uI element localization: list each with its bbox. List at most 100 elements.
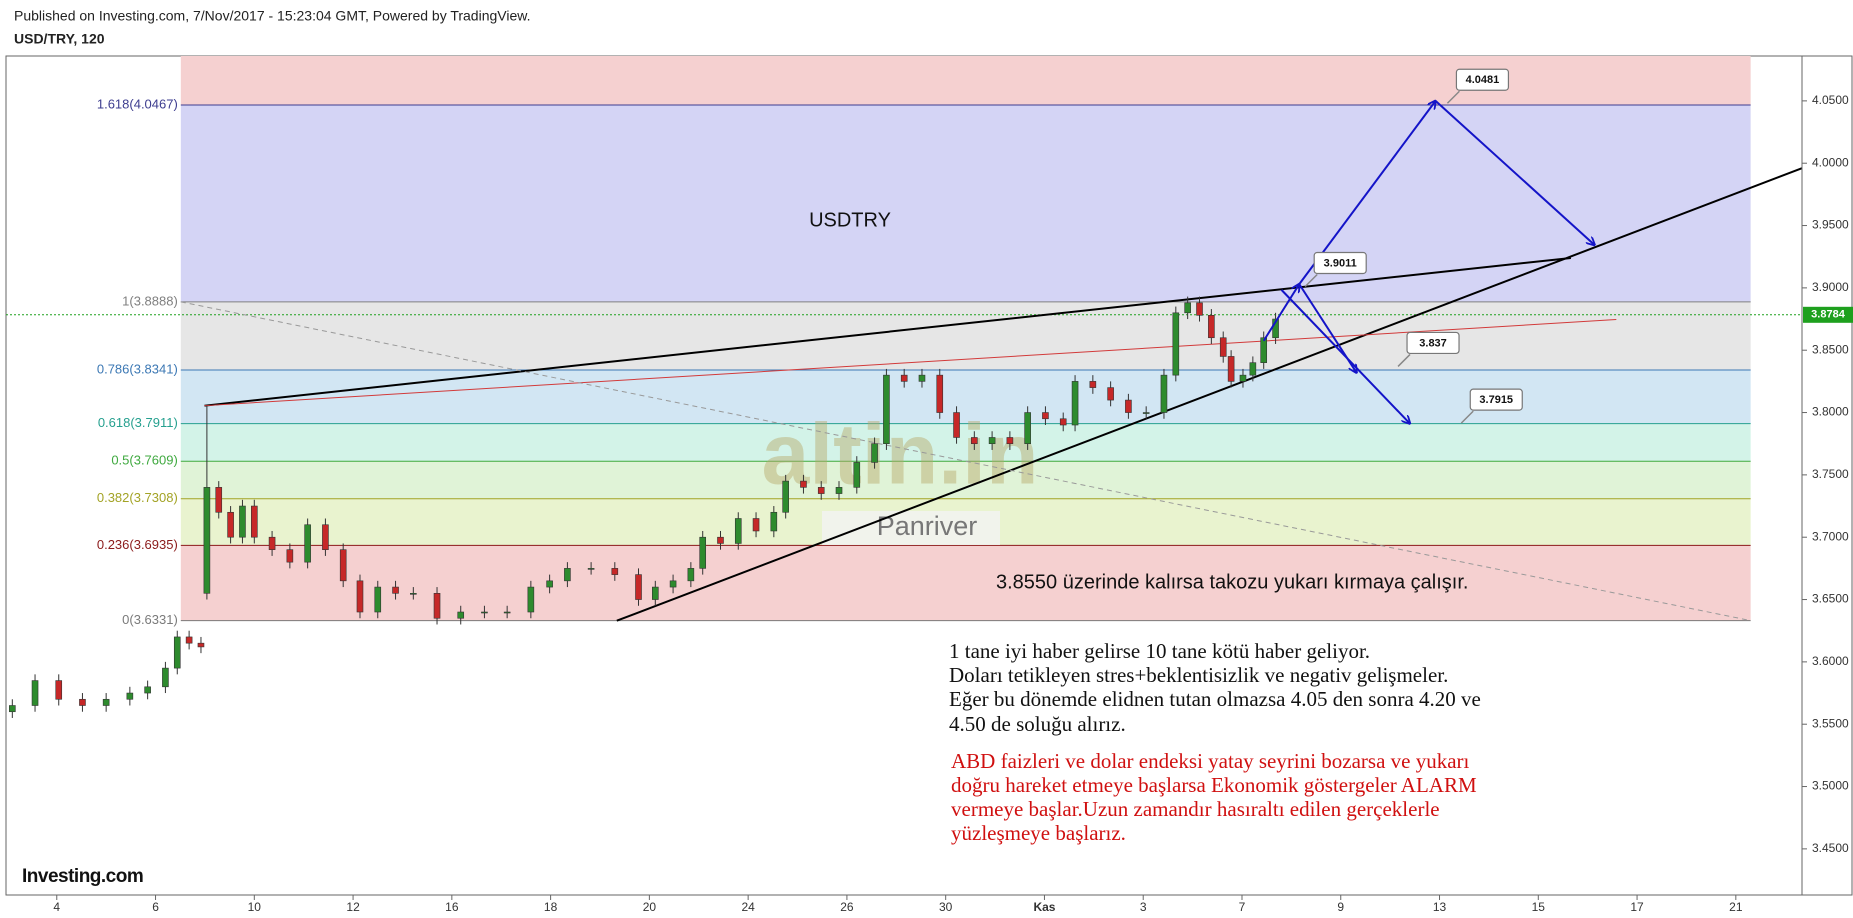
candle-body xyxy=(79,698,86,706)
fib-band xyxy=(180,301,1751,371)
callout-pointer xyxy=(1446,90,1460,104)
candle-body xyxy=(635,574,642,600)
fib-band xyxy=(180,423,1751,462)
x-tick-label: 7 xyxy=(1239,900,1246,914)
candle-body xyxy=(392,586,399,594)
x-tick-label: 26 xyxy=(840,900,854,914)
x-tick-label: 24 xyxy=(741,900,755,914)
candle-body xyxy=(669,580,677,588)
fib-band xyxy=(180,461,1751,499)
candle-body xyxy=(900,374,908,382)
candle-body xyxy=(988,437,996,445)
y-tick-label: 3.5500 xyxy=(1812,716,1849,730)
x-tick-label: 9 xyxy=(1337,900,1344,914)
callout-pointer xyxy=(1460,410,1474,424)
y-tick-label: 4.0500 xyxy=(1812,93,1849,107)
candle-body xyxy=(1239,374,1247,382)
candle-body xyxy=(102,698,110,706)
last-price-box xyxy=(1803,306,1853,323)
candle-body xyxy=(1208,315,1215,339)
x-tick-label: 20 xyxy=(643,900,657,914)
candle-body xyxy=(770,511,778,532)
arrow xyxy=(1434,100,1595,245)
candle-body xyxy=(481,611,488,614)
paragraph-line: Doları tetikleyen stres+beklentisizlik v… xyxy=(949,663,1448,687)
fib-label: 0(3.6331) xyxy=(122,612,178,627)
candle-body xyxy=(410,593,417,595)
candle-body xyxy=(871,443,878,463)
candle-body xyxy=(883,374,890,445)
fib-label: 0.786(3.8341) xyxy=(97,361,178,376)
arrow xyxy=(1262,284,1300,342)
arrow xyxy=(1280,289,1409,424)
y-tick-label: 4.0000 xyxy=(1812,155,1849,169)
paragraph-line: Eğer bu dönemde elidnen tutan olmazsa 4.… xyxy=(949,687,1481,711)
x-tick-label: 3 xyxy=(1140,900,1147,914)
candle-body xyxy=(752,518,760,532)
trend-line xyxy=(616,167,1802,622)
candle-body xyxy=(1160,374,1168,413)
watermarks: altin.in Panriver xyxy=(761,407,1039,545)
candle-body xyxy=(971,437,978,445)
x-tick-label: 21 xyxy=(1729,900,1743,914)
candle-body xyxy=(1107,387,1114,401)
annotations: USDTRY 3.8550 üzerinde kalırsa takozu yu… xyxy=(22,96,1481,887)
callout-label: 3.7915 xyxy=(1479,394,1513,406)
x-tick-label: 4 xyxy=(53,900,60,914)
candle-body xyxy=(286,549,294,563)
callout-pointer xyxy=(1397,353,1411,367)
paragraph-line: ABD faizleri ve dolar endeksi yatay seyr… xyxy=(951,749,1470,773)
fib-label: 0.5(3.7609) xyxy=(111,453,178,468)
y-tick-label: 3.6500 xyxy=(1812,592,1849,606)
x-tick-label: 17 xyxy=(1630,900,1644,914)
y-tick-label: 3.8500 xyxy=(1812,342,1849,356)
trend-line xyxy=(204,256,1571,407)
symbol-label: USDTRY xyxy=(809,209,891,231)
fib-label: 0.618(3.7911) xyxy=(98,415,178,430)
candle-body xyxy=(1006,437,1014,445)
callout-label: 3.837 xyxy=(1419,337,1447,349)
candle-body xyxy=(251,505,258,538)
symbol-line: USD/TRY, 120 xyxy=(14,31,105,47)
trend-lines xyxy=(6,167,1802,622)
logo[interactable]: Investing.com xyxy=(22,866,144,887)
y-tick-label: 3.7000 xyxy=(1812,529,1849,543)
fib-band xyxy=(180,104,1751,302)
last-price-label: 3.8784 xyxy=(1811,309,1846,321)
callout-box xyxy=(1469,388,1523,411)
y-tick-label: 3.8000 xyxy=(1812,405,1849,419)
candle-body xyxy=(239,505,246,538)
candle-body xyxy=(1059,418,1067,426)
candle-body xyxy=(918,374,926,382)
callout-label: 3.9011 xyxy=(1324,257,1357,269)
candle-body xyxy=(197,642,205,648)
fib-label: 0.382(3.7308) xyxy=(97,490,178,505)
candle-body xyxy=(31,680,39,706)
x-tick-label: 15 xyxy=(1532,900,1546,914)
fib-label: 1.618(4.0467) xyxy=(97,96,178,111)
paragraph-line: yüzleşmeye başlarız. xyxy=(951,821,1126,845)
candle-body xyxy=(687,568,695,582)
candle-body xyxy=(1172,312,1180,376)
candle-body xyxy=(1089,381,1097,388)
x-tick-label: 10 xyxy=(248,900,262,914)
candle-body xyxy=(1071,381,1079,426)
candle-body xyxy=(853,462,861,488)
y-tick-label: 3.4500 xyxy=(1812,841,1849,855)
candle-body xyxy=(1184,302,1191,314)
candle-body xyxy=(433,593,441,619)
watermark-box xyxy=(822,511,1000,545)
paragraph-line: doğru hareket etmeye başlarsa Ekonomik g… xyxy=(951,773,1477,797)
candle-body xyxy=(717,536,724,544)
candle-body xyxy=(800,480,807,488)
callout-label: 4.0481 xyxy=(1466,74,1500,86)
candle-body xyxy=(144,686,151,694)
callout-box xyxy=(1313,251,1367,275)
fib-band xyxy=(180,545,1751,621)
trend-line xyxy=(204,319,1617,407)
trend-line xyxy=(180,301,1751,622)
paragraph-line: vermeye başlar.Uzun zamandır hasıraltı e… xyxy=(951,797,1440,821)
candle-body xyxy=(1219,337,1227,357)
